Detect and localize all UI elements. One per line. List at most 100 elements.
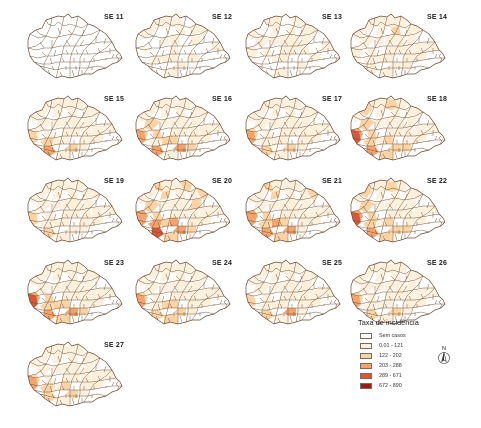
district-boundary — [350, 287, 435, 297]
district-30 — [308, 298, 322, 308]
district-boundary — [267, 139, 271, 147]
map-panel-se-11: SE 11 — [22, 8, 132, 88]
district-3 — [246, 130, 256, 144]
district-boundary — [285, 111, 291, 117]
district-30 — [413, 216, 427, 226]
district-2 — [353, 30, 365, 40]
legend-swatch — [360, 353, 372, 359]
district-boundary — [43, 180, 65, 234]
district-8 — [375, 272, 385, 282]
district-11 — [262, 130, 272, 138]
district-boundary — [408, 213, 412, 219]
district-boundary — [352, 111, 424, 121]
district-14 — [72, 98, 84, 110]
district-boundary — [151, 16, 173, 70]
district-boundary — [75, 295, 79, 301]
district-29 — [164, 68, 178, 78]
district-26 — [306, 106, 318, 118]
district-4 — [254, 266, 268, 280]
district-boundary — [259, 51, 265, 57]
district-8 — [375, 26, 385, 36]
district-15 — [40, 56, 54, 64]
district-boundary — [159, 65, 163, 71]
district-13 — [62, 116, 72, 126]
district-30 — [90, 216, 104, 226]
district-14 — [290, 98, 302, 110]
district-boundary — [103, 201, 107, 209]
district-10 — [286, 272, 296, 282]
district-15 — [148, 138, 162, 146]
district-29 — [379, 68, 393, 78]
district-boundary — [177, 105, 197, 160]
district-30 — [198, 298, 212, 308]
district-boundary — [277, 317, 281, 323]
map-panel-se-17: SE 17 — [240, 90, 350, 170]
district-boundary — [155, 151, 159, 157]
district-boundary — [193, 213, 197, 219]
district-boundary — [372, 57, 376, 65]
district-boundary — [137, 295, 225, 305]
district-14 — [395, 16, 407, 28]
district-15 — [40, 384, 54, 392]
district-boundary — [39, 123, 45, 131]
district-boundary — [362, 65, 430, 71]
district-13 — [280, 198, 290, 208]
district-boundary — [394, 69, 398, 77]
district-boundary — [65, 295, 69, 301]
district-boundary — [189, 275, 193, 283]
district-boundary — [247, 193, 319, 203]
river-mark — [115, 53, 120, 63]
district-boundary — [352, 131, 440, 141]
district-boundary — [167, 317, 171, 323]
district-21 — [62, 382, 70, 390]
district-boundary — [61, 57, 65, 63]
district-13 — [385, 116, 395, 126]
district-14 — [72, 262, 84, 274]
district-boundary — [153, 19, 197, 29]
district-10 — [391, 108, 401, 118]
district-boundary — [247, 29, 319, 39]
district-boundary — [271, 49, 275, 57]
district-boundary — [45, 183, 89, 193]
district-boundary — [426, 119, 430, 127]
district-21 — [62, 218, 70, 226]
district-30 — [198, 134, 212, 144]
map-se-12 — [135, 13, 231, 79]
district-13 — [62, 280, 72, 290]
map-panel-se-19: SE 19 — [22, 172, 132, 252]
district-boundary — [303, 213, 307, 219]
map-se-26 — [350, 259, 446, 325]
district-11 — [152, 212, 162, 220]
district-boundary — [293, 49, 297, 55]
district-boundary — [382, 153, 386, 159]
district-10 — [391, 190, 401, 200]
district-boundary — [289, 69, 293, 77]
district-10 — [391, 26, 401, 36]
district-boundary — [183, 213, 187, 219]
legend-label: 289 - 671 — [379, 373, 402, 379]
district-boundary — [269, 311, 273, 317]
district-boundary — [79, 285, 85, 293]
district-boundary — [177, 187, 197, 242]
district-boundary — [265, 151, 269, 157]
district-9 — [385, 17, 399, 28]
map-se-27 — [27, 341, 123, 407]
district-boundary — [75, 49, 79, 55]
district-boundary — [271, 295, 275, 303]
district-boundary — [165, 191, 169, 199]
district-boundary — [29, 111, 101, 121]
district-boundary — [257, 205, 263, 213]
district-boundary — [219, 135, 223, 141]
district-29 — [164, 314, 178, 324]
panel-label: SE 12 — [212, 14, 233, 21]
district-boundary — [245, 181, 271, 213]
district-20 — [367, 146, 379, 156]
district-29 — [274, 150, 288, 160]
district-18 — [72, 362, 82, 374]
district-boundary — [352, 213, 440, 223]
district-13 — [62, 198, 72, 208]
map-panel-se-16: SE 16 — [130, 90, 240, 170]
district-boundary — [283, 121, 289, 129]
district-21 — [62, 136, 70, 144]
district-boundary — [394, 315, 398, 323]
